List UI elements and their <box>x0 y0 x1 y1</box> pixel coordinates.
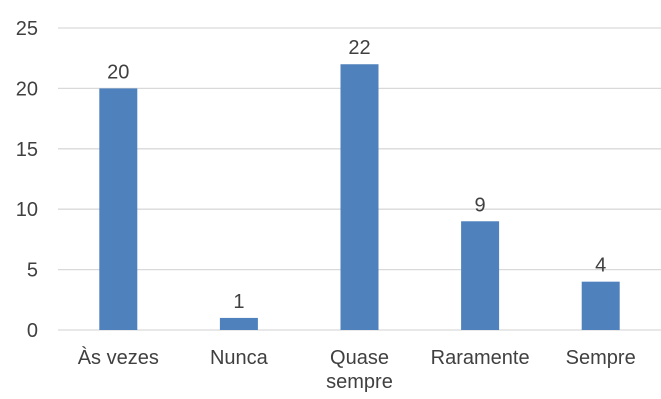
data-label: 4 <box>595 255 606 277</box>
x-category-label: Nunca <box>210 347 269 369</box>
data-label: 9 <box>475 194 486 216</box>
bar <box>461 221 499 330</box>
y-tick-label: 10 <box>16 199 38 221</box>
x-category-label: Às vezes <box>78 346 159 369</box>
y-tick-label: 0 <box>27 320 38 342</box>
x-category-label: sempre <box>326 371 393 393</box>
data-label: 1 <box>233 291 244 313</box>
data-label: 20 <box>107 61 129 83</box>
bar <box>341 64 379 330</box>
y-axis-ticks: 0 5 10 15 20 25 <box>16 18 38 342</box>
data-label: 22 <box>348 37 370 59</box>
x-category-label: Sempre <box>566 347 636 369</box>
y-tick-label: 15 <box>16 139 38 161</box>
y-tick-label: 20 <box>16 78 38 100</box>
x-category-label: Raramente <box>431 347 530 369</box>
bars <box>99 64 619 330</box>
bar <box>99 88 137 330</box>
y-tick-label: 25 <box>16 18 38 40</box>
bar <box>220 318 258 330</box>
y-tick-label: 5 <box>27 260 38 282</box>
bar <box>582 282 620 330</box>
x-category-label: Quase <box>330 347 389 369</box>
